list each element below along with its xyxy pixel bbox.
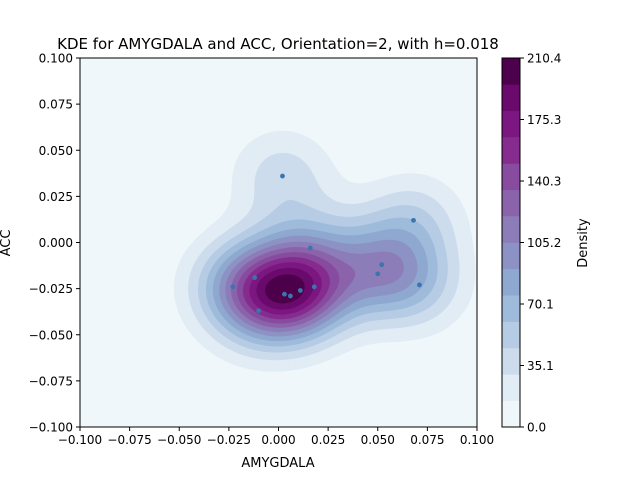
y-tick-label: 0.050 (39, 144, 73, 158)
colorbar-band-1 (502, 374, 520, 401)
y-tick-label: −0.075 (29, 374, 73, 388)
colorbar-band-12 (502, 84, 520, 112)
data-point-5 (252, 275, 258, 280)
colorbar-tick-label: 140.3 (527, 175, 561, 189)
colorbar-band-5 (502, 268, 520, 296)
colorbar-label: Density (576, 218, 591, 268)
x-tick-label: 0.000 (261, 433, 295, 447)
y-tick-label: 0.100 (39, 52, 73, 66)
colorbar-band-11 (502, 110, 520, 138)
colorbar-band-0 (502, 400, 520, 428)
colorbar-band-7 (502, 216, 520, 243)
colorbar-band-9 (502, 163, 520, 191)
colorbar-band-10 (502, 137, 520, 164)
colorbar-tick-label: 175.3 (527, 113, 561, 127)
x-tick-label: 0.025 (311, 433, 345, 447)
y-axis-label: ACC (0, 230, 14, 257)
data-point-7 (417, 282, 422, 288)
colorbar-band-6 (502, 242, 520, 270)
x-tick-label: 0.100 (460, 433, 494, 447)
scatter-points (230, 173, 422, 314)
data-point-4 (375, 271, 381, 277)
y-tick-label: −0.050 (29, 328, 73, 342)
data-point-2 (307, 245, 313, 251)
x-tick-label: −0.025 (207, 433, 251, 447)
colorbar-tick-label: 70.1 (527, 298, 554, 312)
y-tick-label: 0.075 (39, 98, 73, 112)
colorbar-band-2 (502, 347, 520, 375)
y-tick-label: 0.000 (39, 236, 73, 250)
data-point-11 (288, 293, 293, 299)
x-tick-label: 0.050 (361, 433, 395, 447)
x-tick-label: −0.050 (157, 433, 201, 447)
colorbar-band-4 (502, 295, 520, 322)
data-point-1 (411, 217, 416, 223)
x-tick-label: −0.100 (58, 433, 102, 447)
x-tick-label: 0.075 (410, 433, 444, 447)
data-point-10 (282, 291, 287, 297)
colorbar-band-13 (502, 58, 520, 85)
data-point-6 (230, 284, 236, 290)
colorbar-band-3 (502, 321, 520, 349)
colorbar-tick-label: 210.4 (527, 52, 561, 66)
colorbar-tick-label: 35.1 (527, 359, 554, 373)
y-tick-label: 0.025 (39, 190, 73, 204)
colorbar: 0.0 35.1 70.1 105.2 140.3 175.3 210.4 (501, 52, 561, 435)
data-point-12 (256, 308, 262, 314)
x-tick-label: −0.075 (107, 433, 151, 447)
x-axis-label: AMYGDALA (241, 456, 314, 471)
data-point-9 (297, 288, 303, 293)
data-point-0 (280, 173, 285, 179)
x-axis: −0.100 −0.075 −0.050 −0.025 0.000 0.025 0.050 0… (58, 427, 494, 447)
data-point-8 (311, 284, 317, 290)
y-axis: −0.100 −0.075 −0.050 −0.025 0.000 0.025 0.050 0… (29, 52, 80, 435)
density-contours (173, 130, 476, 372)
colorbar-band-8 (502, 189, 520, 217)
colorbar-tick-label: 105.2 (527, 236, 561, 250)
y-tick-label: −0.100 (29, 421, 73, 435)
data-point-3 (379, 262, 385, 268)
chart-title: KDE for AMYGDALA and ACC, Orientation=2,… (57, 35, 499, 53)
y-tick-label: −0.025 (29, 282, 73, 296)
colorbar-tick-label: 0.0 (527, 421, 546, 435)
